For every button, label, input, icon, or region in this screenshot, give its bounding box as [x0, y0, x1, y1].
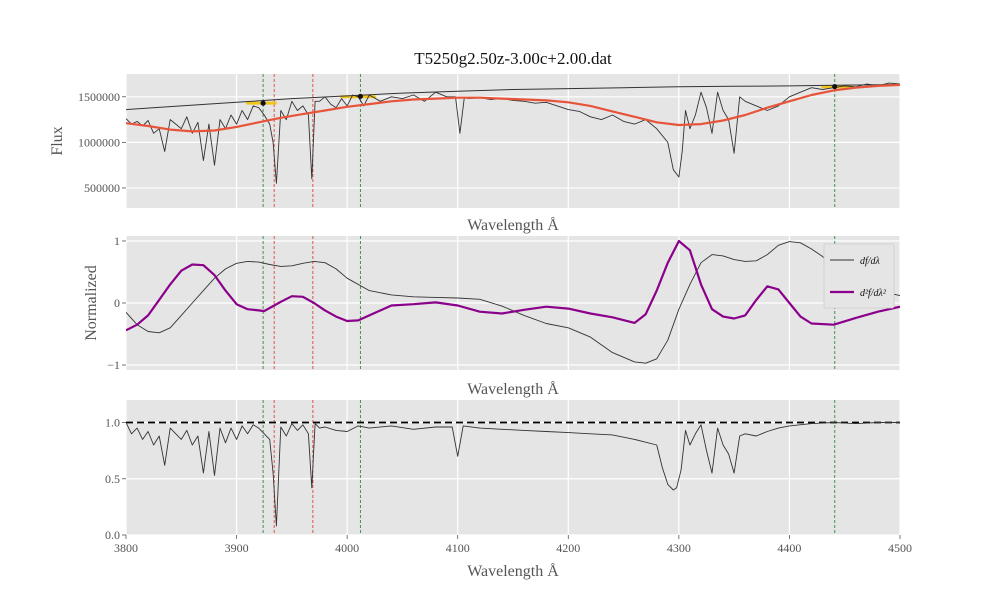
- panel-derivatives-ylabel: Normalized: [83, 265, 100, 341]
- panel-flux-ytick-label-0: 500000: [84, 181, 120, 195]
- legend-label-d2f: d²f/dλ²: [860, 288, 887, 299]
- flux-panel: 500000 1000000 1500000 Flux Wavelength Å: [49, 74, 901, 234]
- panel-flux-point-1: [357, 93, 364, 99]
- panel-derivatives-series-d2f: [126, 239, 900, 332]
- panel-derivatives-ytick-label-1: 0: [114, 296, 120, 310]
- panel-normalized-marks: [126, 400, 900, 535]
- panel-normalized-ytick-label-1: 0.5: [105, 472, 120, 486]
- chart-title: T5250g2.50z-3.00c+2.00.dat: [414, 49, 612, 68]
- legend-label-df: df/dλ: [860, 256, 881, 267]
- derivatives-panel: −1 0 1 df/dλ d²f/dλ² Normalized Wavelength Å: [83, 234, 901, 398]
- panel-normalized-xlabel: Wavelength Å: [467, 562, 559, 580]
- panel-normalized-xtick-label-1: 3900: [225, 541, 249, 555]
- panel-flux-series-continuum_fit: [126, 83, 900, 133]
- panel-normalized-xtick-label-7: 4500: [888, 541, 912, 555]
- panel-derivatives-legend: df/dλ d²f/dλ²: [823, 243, 895, 309]
- normalized-panel: 0.0 0.5 1.0 3800 3900 4000 4100 4200 4300 4400 450…: [105, 400, 912, 580]
- panel-normalized-ytick-label-0: 0.0: [105, 528, 120, 542]
- panel-normalized-xtick-label-0: 3800: [114, 541, 138, 555]
- panel-normalized-xtick-label-6: 4400: [777, 541, 801, 555]
- panel-flux-xlabel: Wavelength Å: [467, 216, 559, 234]
- panel-derivatives-plot: −1 0 1 df/dλ d²f/dλ²: [107, 234, 901, 372]
- panel-flux-marks: [126, 74, 900, 208]
- panel-normalized-xtick-label-3: 4100: [446, 541, 470, 555]
- panel-derivatives-xlabel: Wavelength Å: [467, 380, 559, 398]
- panel-flux-ylabel: Flux: [49, 126, 66, 155]
- panel-flux-point-0: [260, 100, 266, 106]
- panel-normalized-ytick-label-2: 1.0: [105, 416, 120, 430]
- panel-normalized-xtick-label-4: 4200: [556, 541, 580, 555]
- panel-flux-ytick-label-1: 1000000: [78, 135, 120, 149]
- panel-derivatives-ytick-label-2: 1: [114, 234, 120, 248]
- panel-derivatives-ytick-label-0: −1: [107, 358, 120, 372]
- panel-flux-point-2: [832, 83, 838, 90]
- panel-flux-ytick-label-2: 1500000: [78, 90, 120, 104]
- panel-flux-series-envelope: [126, 84, 900, 111]
- panel-normalized-xtick-label-2: 4000: [335, 541, 359, 555]
- panel-flux-plot: 500000 1000000 1500000: [78, 74, 901, 208]
- panel-normalized-series-normalized_flux: [126, 422, 900, 527]
- panel-normalized-background: [126, 400, 900, 535]
- panel-normalized-xtick-label-5: 4300: [667, 541, 691, 555]
- panel-normalized-plot: 0.0 0.5 1.0 3800 3900 4000 4100 4200 4300 4400 450…: [105, 400, 912, 555]
